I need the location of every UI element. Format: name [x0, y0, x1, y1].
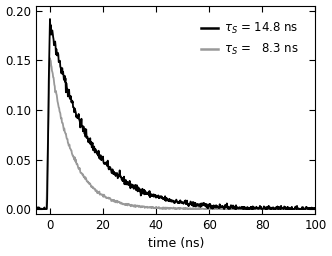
- Legend: $\tau_S$ = 14.8 ns, $\tau_S$ =   8.3 ns: $\tau_S$ = 14.8 ns, $\tau_S$ = 8.3 ns: [196, 16, 304, 61]
- X-axis label: time (ns): time (ns): [148, 238, 204, 250]
